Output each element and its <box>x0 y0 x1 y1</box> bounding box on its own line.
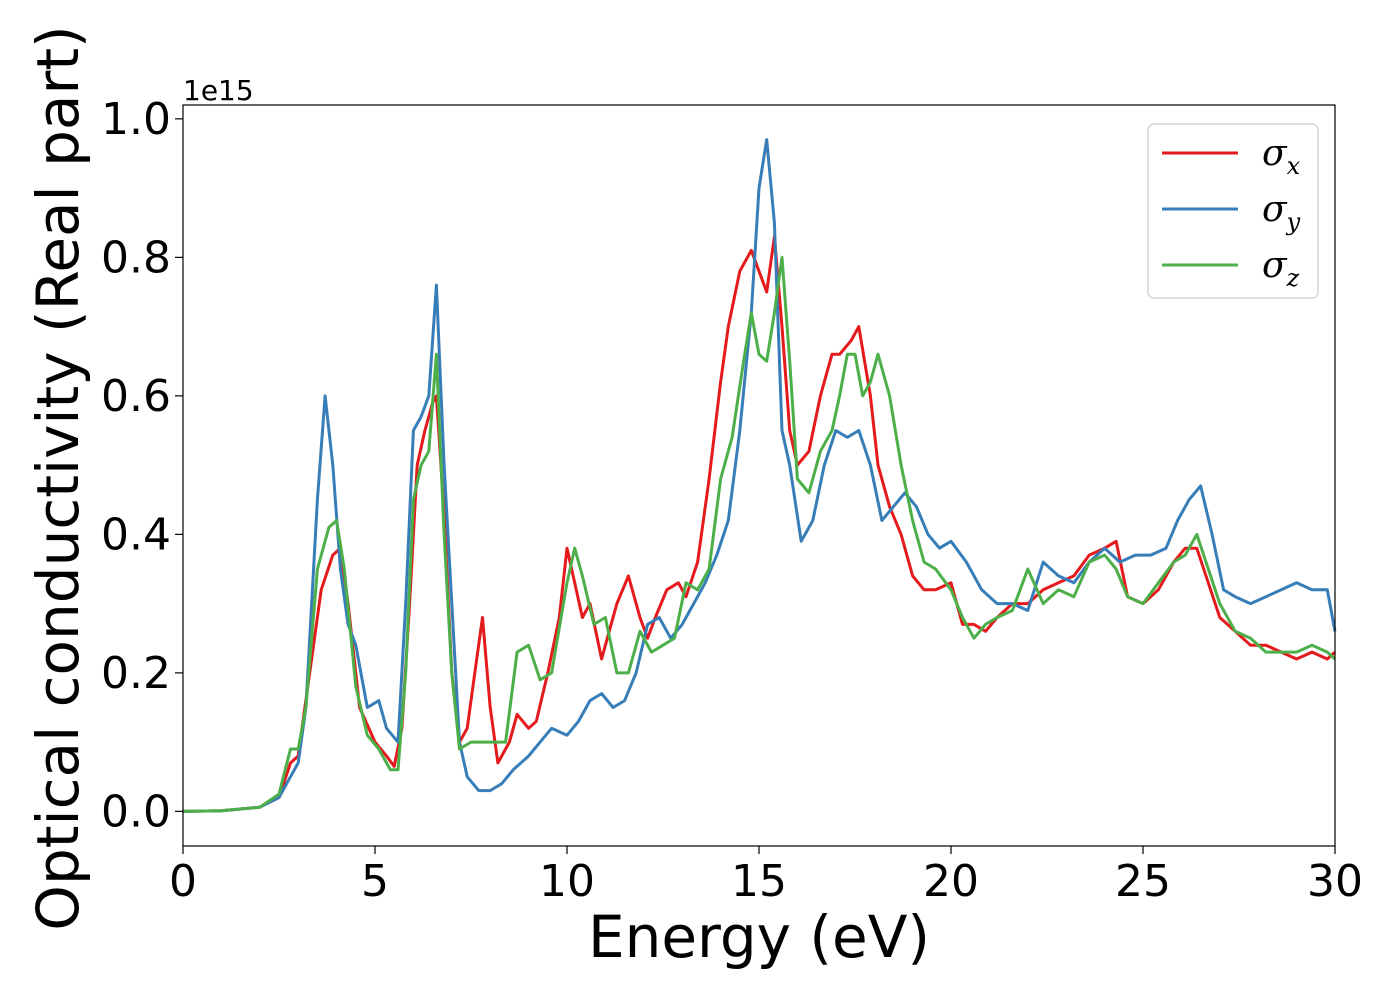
x-tick-label: 10 <box>539 856 595 907</box>
series-line-y <box>182 138 1337 813</box>
legend: σx σy σz <box>1147 123 1319 299</box>
y-tick-label: 1.0 <box>101 94 171 145</box>
x-tick-label: 5 <box>361 856 389 907</box>
legend-entries: σx σy σz <box>1162 133 1301 292</box>
x-tick-label: 15 <box>731 856 787 907</box>
y-tick-label: 0.2 <box>101 648 171 699</box>
series-line-z <box>182 255 1337 813</box>
y-tick-label: 0.6 <box>101 371 171 422</box>
y-tick-label: 0.8 <box>101 232 171 283</box>
y-axis-ticks: 0.0 0.2 0.4 0.6 0.8 1.0 <box>101 94 183 837</box>
x-tick-label: 0 <box>169 856 197 907</box>
y-axis-offset-text: 1e15 <box>183 74 254 107</box>
x-tick-label: 25 <box>1115 856 1171 907</box>
y-tick-label: 0.4 <box>101 509 171 560</box>
x-axis-label: Energy (eV) <box>588 903 930 971</box>
legend-label-y: σy <box>1262 189 1301 236</box>
legend-box <box>1147 123 1319 299</box>
x-tick-label: 30 <box>1307 856 1363 907</box>
y-axis-label: Optical conductivity (Real part) <box>24 25 92 930</box>
y-tick-label: 0.0 <box>101 786 171 837</box>
legend-label-z: σz <box>1262 245 1300 292</box>
x-tick-label: 20 <box>923 856 979 907</box>
series-line-x <box>182 235 1337 813</box>
legend-label-x: σx <box>1262 133 1301 180</box>
x-axis-ticks: 0 5 10 15 20 25 30 <box>169 846 1363 907</box>
series-layer <box>182 138 1337 813</box>
